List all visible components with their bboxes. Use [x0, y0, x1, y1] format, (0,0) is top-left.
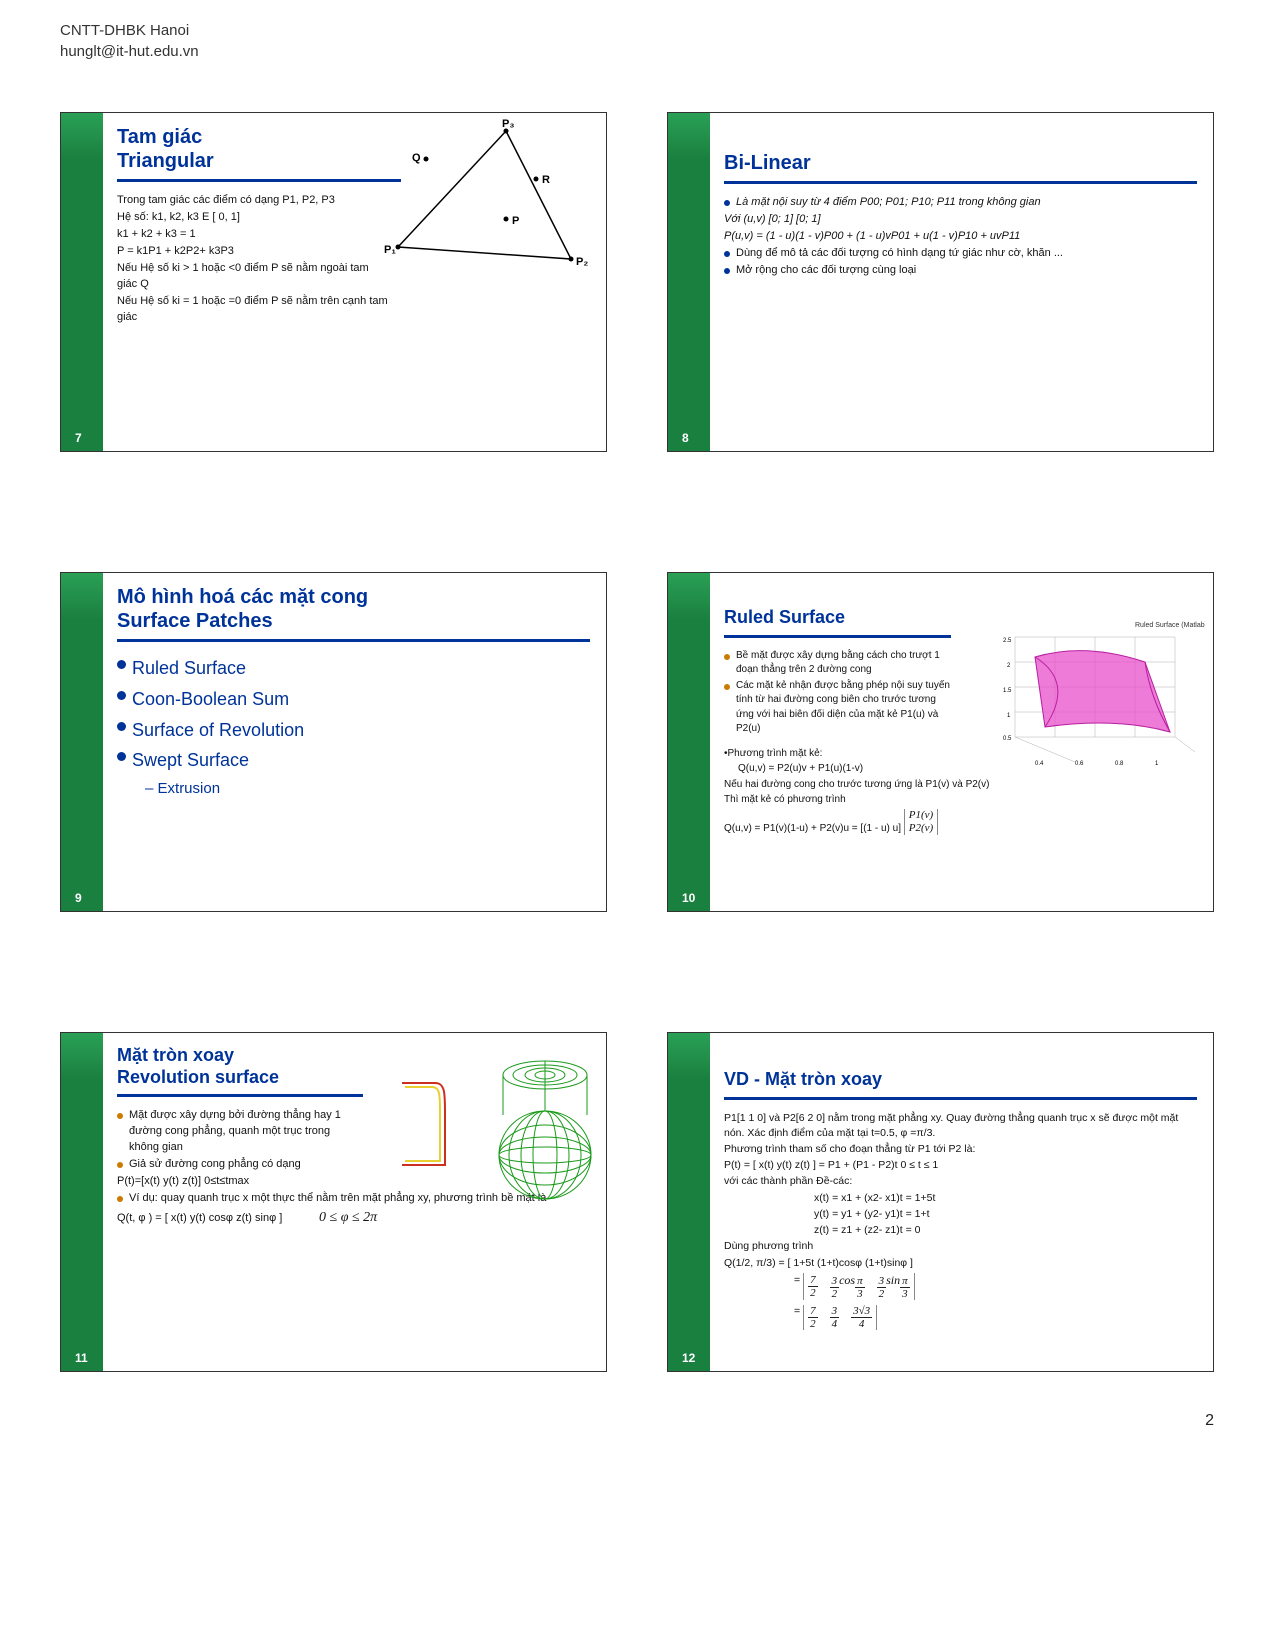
side-stripe — [61, 113, 103, 451]
stripe-accent — [668, 1033, 710, 1079]
slide-number: 9 — [75, 891, 82, 905]
svg-text:1.5: 1.5 — [1003, 688, 1012, 694]
side-stripe — [668, 1033, 710, 1371]
slide-body: P1[1 1 0] và P2[6 2 0] nằm trong mặt phẳ… — [724, 1110, 1197, 1331]
svg-text:1: 1 — [1007, 713, 1011, 719]
phi-range: 0 ≤ φ ≤ 2π — [319, 1210, 377, 1225]
svg-text:0.5: 0.5 — [1003, 736, 1012, 742]
page-header: CNTT-DHBK Hanoi hunglt@it-hut.edu.vn — [60, 20, 1214, 62]
svg-text:P: P — [512, 215, 519, 227]
slide-10: 10 Ruled Surface Bề mặt được xây dựng bằ… — [667, 572, 1214, 912]
title-rule — [724, 635, 951, 638]
title-rule — [117, 179, 401, 182]
stripe-accent — [61, 573, 103, 619]
slide-body: Là mặt nội suy từ 4 điểm P00; P01; P10; … — [724, 194, 1197, 280]
title-rule — [117, 639, 590, 642]
svg-text:0.6: 0.6 — [1075, 761, 1084, 767]
stripe-accent — [61, 113, 103, 159]
svg-text:2: 2 — [1007, 663, 1011, 669]
svg-text:1: 1 — [1155, 761, 1159, 767]
slide-9: 9 Mô hình hoá các mặt cong Surface Patch… — [60, 572, 607, 912]
triangle-diagram: P₁ P₂ P₃ Q R P — [376, 119, 596, 279]
stripe-accent — [668, 113, 710, 159]
slide-8: 8 Bi-Linear Là mặt nội suy từ 4 điểm P00… — [667, 112, 1214, 452]
slide-title: Bi-Linear — [724, 151, 1197, 175]
header-line-1: CNTT-DHBK Hanoi — [60, 20, 1214, 41]
ruled-surface-chart: Ruled Surface (Matlab) 2.5 2 1.5 1 0.5 0.4… — [985, 617, 1205, 767]
revolution-diagram — [390, 1035, 600, 1210]
stripe-accent — [61, 1033, 103, 1079]
svg-text:P₃: P₃ — [502, 119, 514, 130]
svg-text:0.8: 0.8 — [1115, 761, 1124, 767]
slides-grid: 7 Tam giác Triangular Trong tam giác các… — [60, 112, 1214, 1372]
slide-number: 12 — [682, 1351, 695, 1365]
side-stripe — [61, 573, 103, 911]
slide-number: 8 — [682, 431, 689, 445]
title-rule — [117, 1094, 363, 1097]
vector-formula: P1(v) P2(v) — [904, 809, 938, 835]
header-line-2: hunglt@it-hut.edu.vn — [60, 41, 1214, 62]
svg-text:2.5: 2.5 — [1003, 638, 1012, 644]
slide-body: Trong tam giác các điểm có dạng P1, P2, … — [117, 192, 391, 327]
slide-title: VD - Mặt tròn xoay — [724, 1069, 1197, 1091]
stripe-accent — [668, 573, 710, 619]
title-rule — [724, 181, 1197, 184]
side-stripe — [668, 113, 710, 451]
formula-row-2: = 72 34 3√34 — [724, 1304, 1197, 1330]
svg-text:Q: Q — [412, 152, 421, 164]
svg-text:Ruled Surface (Matlab): Ruled Surface (Matlab) — [1135, 622, 1205, 629]
svg-text:R: R — [542, 174, 550, 186]
slide-11: 11 Mặt tròn xoay Revolution surface Mặt … — [60, 1032, 607, 1372]
slide-number: 11 — [75, 1351, 88, 1365]
side-stripe — [61, 1033, 103, 1371]
side-stripe — [668, 573, 710, 911]
slide-7: 7 Tam giác Triangular Trong tam giác các… — [60, 112, 607, 452]
formula-row-1: = 72 32cosπ3 32sinπ3 — [724, 1273, 1197, 1301]
slide-title: Mô hình hoá các mặt cong Surface Patches — [117, 585, 590, 633]
page-number: 2 — [60, 1412, 1214, 1430]
slide-number: 7 — [75, 431, 82, 445]
list: Ruled Surface Coon-Boolean Sum Surface o… — [117, 652, 590, 801]
svg-text:P₁: P₁ — [384, 244, 396, 256]
title-rule — [724, 1097, 1197, 1100]
svg-text:0.4: 0.4 — [1035, 761, 1044, 767]
slide-number: 10 — [682, 891, 695, 905]
slide-12: 12 VD - Mặt tròn xoay P1[1 1 0] và P2[6 … — [667, 1032, 1214, 1372]
svg-text:P₂: P₂ — [576, 256, 588, 268]
